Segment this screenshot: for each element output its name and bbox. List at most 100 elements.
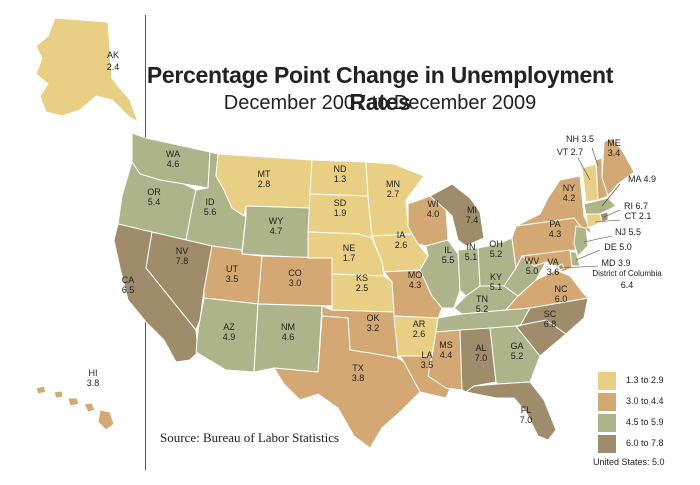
legend-label: 4.5 to 5.9 <box>626 417 664 427</box>
state-abbr-nm: NM <box>281 322 295 332</box>
state-abbr-il: IL <box>444 245 452 255</box>
map-subtitle: December 2007 to December 2009 <box>223 92 537 114</box>
state-value-tx: 3.8 <box>352 373 365 383</box>
state-abbr-wa: WA <box>166 149 180 159</box>
leader-line <box>577 157 591 181</box>
leader-line <box>583 235 613 243</box>
state-abbr-nc: NC <box>555 284 568 294</box>
state-abbr-va: VA <box>547 257 558 267</box>
state-TX <box>273 315 421 449</box>
state-abbr-co: CO <box>288 268 302 278</box>
legend-swatch <box>598 372 616 390</box>
state-value-la: 3.5 <box>421 360 434 370</box>
state-label-nj: NJ 5.5 <box>615 227 641 237</box>
state-value-nd: 1.3 <box>334 174 347 184</box>
state-abbr-ut: UT <box>226 264 238 274</box>
leader-line <box>601 183 621 207</box>
state-abbr-al: AL <box>475 343 486 353</box>
state-value-mt: 2.8 <box>258 179 271 189</box>
state-value-ia: 2.6 <box>395 240 408 250</box>
state-value-ks: 2.5 <box>356 283 369 293</box>
state-abbr-ks: KS <box>356 273 368 283</box>
leader-line <box>591 147 599 167</box>
state-abbr-sc: SC <box>544 309 557 319</box>
legend-label: 3.0 to 4.4 <box>626 396 664 406</box>
state-value-or: 5.4 <box>148 197 161 207</box>
state-abbr-ar: AR <box>413 319 426 329</box>
state-value-hi: 3.8 <box>87 378 100 388</box>
state-value-oh: 5.2 <box>490 249 503 259</box>
state-value-in: 5.1 <box>465 252 478 262</box>
legend-label: 6.0 to 7.8 <box>626 438 664 448</box>
state-abbr-oh: OH <box>489 239 503 249</box>
state-value-district-of-columbia: 6.4 <box>621 280 634 290</box>
state-value-tn: 5.2 <box>476 304 489 314</box>
state-value-az: 4.9 <box>223 332 236 342</box>
state-value-nm: 4.6 <box>282 332 295 342</box>
state-abbr-ga: GA <box>510 341 523 351</box>
state-abbr-nd: ND <box>334 164 347 174</box>
legend-swatch <box>598 393 616 411</box>
state-abbr-ny: NY <box>563 183 576 193</box>
state-NY <box>515 175 594 236</box>
state-value-ny: 4.2 <box>563 193 576 203</box>
state-AK <box>35 17 139 124</box>
state-value-me: 3.4 <box>608 148 621 158</box>
legend-label: 1.3 to 2.9 <box>626 375 664 385</box>
state-value-sd: 1.9 <box>334 208 347 218</box>
state-value-ok: 3.2 <box>367 323 380 333</box>
leader-line <box>594 219 621 223</box>
state-value-co: 3.0 <box>289 278 302 288</box>
state-value-mo: 4.3 <box>409 280 422 290</box>
state-value-id: 5.6 <box>204 207 217 217</box>
state-value-ar: 2.6 <box>413 329 426 339</box>
state-label-ct: CT 2.1 <box>625 211 652 221</box>
state-value-ut: 3.5 <box>226 274 239 284</box>
state-abbr-ne: NE <box>343 243 356 253</box>
state-abbr-mn: MN <box>386 179 400 189</box>
state-value-mi: 7.4 <box>466 215 479 225</box>
state-abbr-ak: AK <box>107 50 119 60</box>
legend-swatch <box>598 435 616 453</box>
state-abbr-fl: FL <box>521 405 532 415</box>
state-NJ <box>573 225 589 257</box>
state-abbr-nv: NV <box>176 246 189 256</box>
state-label-nh: NH 3.5 <box>566 134 594 144</box>
state-value-ga: 5.2 <box>511 351 524 361</box>
state-label-ma: MA 4.9 <box>628 174 656 184</box>
state-value-wy: 4.7 <box>270 226 283 236</box>
state-abbr-ok: OK <box>366 313 379 323</box>
state-label-ri: RI 6.7 <box>624 201 648 211</box>
leader-line <box>603 209 621 218</box>
state-value-al: 7.0 <box>475 353 488 363</box>
state-abbr-or: OR <box>147 187 161 197</box>
state-value-wv: 5.0 <box>526 266 539 276</box>
source-note: Source: Bureau of Labor Statistics <box>160 430 340 445</box>
state-value-sc: 6.8 <box>544 319 557 329</box>
state-abbr-la: LA <box>421 350 432 360</box>
state-value-pa: 4.3 <box>549 229 562 239</box>
leader-line <box>561 265 599 269</box>
state-value-ak: 2.4 <box>107 62 120 72</box>
state-FL <box>464 381 557 441</box>
state-abbr-ca: CA <box>122 275 135 285</box>
state-label-vt: VT 2.7 <box>557 147 583 157</box>
us-total-note: United States: 5.0 <box>593 457 665 467</box>
leader-line <box>575 249 601 261</box>
state-abbr-in: IN <box>467 242 476 252</box>
state-abbr-id: ID <box>206 197 216 207</box>
state-value-nv: 7.8 <box>176 256 189 266</box>
state-value-wi: 4.0 <box>427 209 440 219</box>
state-value-wa: 4.6 <box>167 159 180 169</box>
legend-swatch <box>598 414 616 432</box>
state-abbr-wv: WV <box>525 256 540 266</box>
state-value-ca: 6.5 <box>122 285 135 295</box>
state-IL <box>419 239 461 309</box>
state-abbr-mt: MT <box>258 169 271 179</box>
state-value-ms: 4.4 <box>440 350 453 360</box>
state-abbr-ia: IA <box>397 230 406 240</box>
state-abbr-hi: HI <box>89 368 98 378</box>
state-abbr-wi: WI <box>428 199 439 209</box>
state-abbr-wy: WY <box>269 216 284 226</box>
